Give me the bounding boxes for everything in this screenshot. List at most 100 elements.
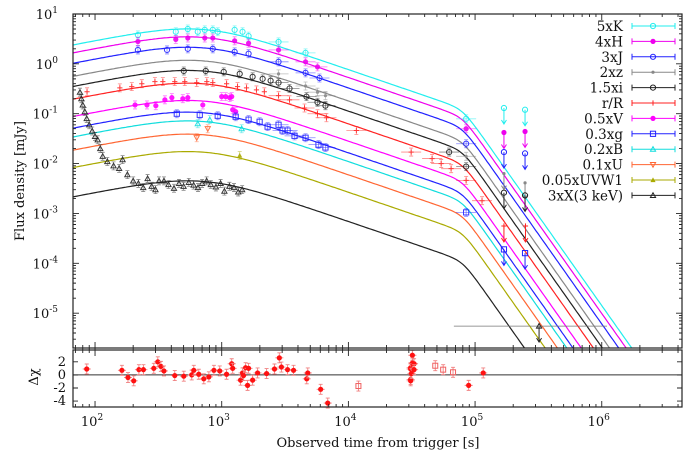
residual-point: [215, 365, 224, 377]
marker-plus: [160, 79, 166, 85]
residual-point: [209, 364, 218, 376]
legend-entry: 3xX(3 keV): [548, 188, 676, 204]
marker-filled-circle: [201, 376, 207, 382]
upper-limit-arrow: [501, 132, 507, 150]
marker-filled-circle: [275, 47, 282, 53]
marker-plus: [275, 93, 282, 99]
upper-limit: [521, 250, 529, 271]
y-tick-label: 10-5: [33, 305, 59, 322]
data-point: [173, 34, 179, 44]
marker-open-triangle: [190, 181, 198, 188]
model-curve-3xJ: [73, 46, 620, 348]
upper-limit-arrow: [536, 326, 542, 344]
marker-open-square: [440, 366, 447, 373]
tick-exponent: 3: [224, 413, 230, 423]
marker-open-circle: [463, 140, 470, 147]
residual-point: [189, 364, 198, 376]
marker-plus: [84, 89, 90, 95]
marker-open-down-triangle: [649, 162, 657, 169]
marker-open-circle: [521, 106, 529, 113]
data-point: [196, 110, 203, 120]
data-point: [315, 91, 336, 101]
data-point: [103, 157, 111, 166]
marker-open-circle: [249, 73, 256, 80]
marker-plus: [172, 79, 178, 85]
tick-base: 10: [334, 415, 351, 430]
marker-open-triangle: [96, 144, 104, 152]
data-point: [180, 66, 187, 76]
data-point: [203, 176, 211, 186]
marker-filled-circle: [501, 129, 507, 136]
marker-plus: [224, 81, 230, 87]
legend-line: [631, 84, 676, 91]
residual-point: [149, 362, 158, 374]
tick-base: 10: [36, 8, 53, 23]
data-point: [204, 77, 210, 87]
data-point: [431, 159, 452, 168]
marker-open-circle: [500, 189, 508, 196]
data-point: [204, 124, 212, 134]
data-point: [456, 124, 477, 134]
data-point: [249, 72, 256, 82]
marker-open-circle: [275, 38, 282, 46]
marker-open-triangle: [83, 114, 91, 122]
model-curve-0.5xV: [73, 99, 582, 348]
marker-filled-circle: [271, 366, 278, 372]
residual-tick-label: 2: [58, 355, 66, 370]
marker-filled-circle: [318, 386, 324, 392]
marker-open-square: [275, 121, 282, 128]
legend-label: 0.05xUVW1: [542, 173, 623, 189]
legend-label: 1.5xi: [590, 81, 624, 97]
tick-exponent: 5: [477, 413, 483, 423]
marker-filled-circle: [196, 371, 202, 377]
marker-open-triangle: [76, 88, 84, 95]
residual-point: [270, 363, 279, 375]
marker-filled-circle: [466, 382, 472, 388]
tick-base: 10: [33, 158, 50, 173]
data-point: [139, 183, 147, 192]
marker-open-circle: [184, 25, 191, 33]
data-point: [210, 33, 216, 43]
residual-point: [117, 364, 126, 376]
residual-point: [244, 362, 253, 374]
data-point: [295, 133, 316, 143]
marker-open-circle: [302, 69, 309, 76]
tick-base: 10: [81, 415, 98, 430]
marker-dot: [464, 154, 468, 158]
data-point: [207, 180, 215, 189]
marker-open-triangle: [194, 183, 202, 191]
data-point: [268, 69, 289, 79]
data-point: [79, 100, 87, 110]
marker-plus: [204, 79, 210, 85]
marker-open-square: [432, 362, 439, 369]
tick-exponent: 4: [351, 413, 357, 423]
axes: 102 103 104 105 10610110010-110-210-310-410-…: [33, 6, 683, 430]
marker-plus: [210, 80, 216, 86]
upper-limit: [453, 322, 607, 344]
marker-filled-circle: [161, 368, 167, 374]
marker-open-triangle: [217, 179, 225, 186]
data-point: [139, 79, 145, 89]
tick-base: 10: [461, 415, 478, 430]
upper-limit: [501, 171, 507, 191]
marker-filled-circle: [245, 40, 252, 46]
legend-label: 0.2xB: [584, 142, 623, 158]
model-curve-0.2xB: [73, 120, 568, 348]
marker-open-square: [173, 110, 180, 117]
marker-filled-circle: [131, 378, 137, 384]
marker-open-triangle: [115, 164, 123, 171]
marker-filled-circle: [255, 370, 261, 376]
residual-point: [228, 362, 237, 374]
data-point: [214, 27, 221, 37]
marker-filled-circle: [140, 367, 147, 373]
residual-tick-label: -2: [53, 381, 66, 396]
residual-point: [253, 367, 262, 379]
marker-open-triangle: [225, 182, 233, 189]
marker-open-triangle: [185, 178, 193, 185]
marker-filled-circle: [650, 38, 656, 45]
y-tick-label: 101: [36, 6, 58, 23]
marker-filled-circle: [191, 367, 197, 373]
residual-point: [243, 379, 252, 391]
marker-filled-circle: [180, 96, 186, 102]
